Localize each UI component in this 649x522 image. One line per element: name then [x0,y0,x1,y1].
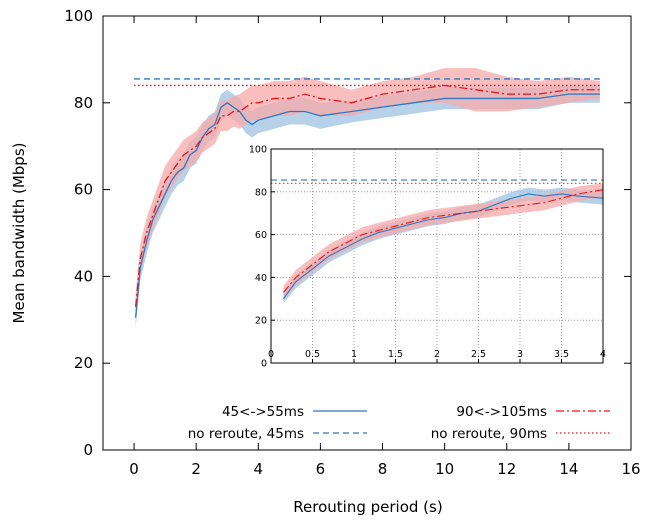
legend-label-45-55: 45<->55ms [222,404,304,420]
inset-y-tick-label: 80 [255,187,267,198]
x-tick-label: 10 [435,460,454,478]
inset-line-series-2 [283,189,604,293]
x-tick-label: 6 [316,460,326,478]
x-tick-label: 4 [254,460,264,478]
inset-y-tick-label: 100 [249,145,267,156]
inset-y-tick-label: 40 [255,273,267,284]
x-tick-label: 2 [191,460,201,478]
band-series-2 [135,68,600,320]
inset-y-tick-label: 20 [255,316,267,327]
inset-x-tick-label: 0.5 [305,349,320,360]
inset-x-tick-label: 3.5 [554,349,569,360]
y-tick-label: 0 [83,441,93,459]
x-tick-label: 12 [497,460,516,478]
inset-x-tick-label: 4 [600,349,606,360]
x-axis-label: Rerouting period (s) [293,498,442,516]
x-tick-label: 14 [559,460,578,478]
inset-bands [283,183,603,304]
y-axis-label: Mean bandwidth (Mbps) [10,143,28,324]
inset-x-tick-label: 2.5 [471,349,486,360]
inset-line-series-0 [283,193,604,300]
y-tick-label: 100 [64,7,93,25]
inset-band-series-2 [283,183,603,299]
line-series-0 [134,93,600,318]
inset-x-tick-label: 3 [517,349,523,360]
inset-x-tick-label: 0 [268,349,274,360]
legend-label-90-105: 90<->105ms [456,404,547,420]
main-bands [135,68,600,329]
inset-y-tick-label: 60 [255,230,267,241]
inset-x-tick-label: 1.5 [388,349,403,360]
y-tick-label: 20 [74,354,93,372]
y-tick-label: 40 [74,267,93,285]
plot-frame [102,15,632,451]
legend: 45<->55ms no reroute, 45ms 90<->105ms no… [188,404,610,442]
legend-label-noreroute-90: no reroute, 90ms [431,426,547,442]
inset-lines [271,179,604,300]
inset-x-tick-label: 1 [351,349,357,360]
inset-x-tick-label: 2 [434,349,440,360]
x-tick-label: 16 [621,460,640,478]
y-tick-label: 60 [74,181,93,199]
main-lines [134,78,600,318]
y-tick-label: 80 [74,94,93,112]
x-tick-label: 0 [129,460,139,478]
line-series-2 [134,84,600,307]
x-tick-label: 8 [378,460,388,478]
inset-y-tick-label: 0 [261,359,267,370]
legend-label-noreroute-45: no reroute, 45ms [188,426,304,442]
